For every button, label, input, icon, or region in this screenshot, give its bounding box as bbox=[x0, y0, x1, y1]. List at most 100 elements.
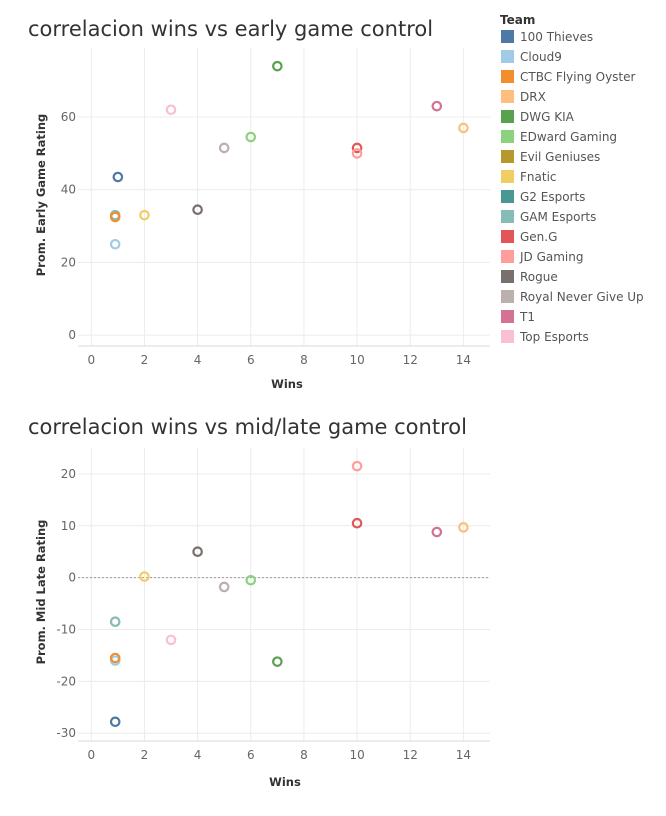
points-mid-late-game bbox=[109, 460, 469, 728]
data-point[interactable] bbox=[245, 574, 257, 586]
data-point[interactable] bbox=[351, 517, 363, 529]
legend-label: Top Esports bbox=[519, 330, 589, 344]
legend-swatch bbox=[501, 150, 514, 163]
legend-item[interactable]: Cloud9 bbox=[501, 50, 562, 64]
legend-swatch bbox=[501, 130, 514, 143]
legend-swatch bbox=[501, 330, 514, 343]
legend-label: Gen.G bbox=[520, 230, 557, 244]
legend-item[interactable]: CTBC Flying Oyster bbox=[501, 70, 636, 84]
legend: Team 100 Thieves Cloud9 CTBC Flying Oyster… bbox=[500, 13, 644, 344]
legend-label: DWG KIA bbox=[520, 110, 575, 124]
data-point[interactable] bbox=[109, 716, 121, 728]
legend-label: T1 bbox=[519, 310, 535, 324]
data-point[interactable] bbox=[351, 142, 363, 154]
legend-swatch bbox=[501, 110, 514, 123]
legend-label: G2 Esports bbox=[520, 190, 585, 204]
x-tick-label: 8 bbox=[300, 748, 308, 762]
legend-label: EDward Gaming bbox=[520, 130, 617, 144]
x-tick-label: 10 bbox=[349, 748, 364, 762]
data-point[interactable] bbox=[109, 652, 121, 664]
x-tick-label: 6 bbox=[247, 748, 255, 762]
legend-item[interactable]: Rogue bbox=[501, 270, 558, 284]
data-point[interactable] bbox=[431, 100, 443, 112]
legend-label: CTBC Flying Oyster bbox=[520, 70, 636, 84]
data-point[interactable] bbox=[109, 616, 121, 628]
data-point[interactable] bbox=[112, 171, 124, 183]
x-tick-label: 0 bbox=[87, 353, 95, 367]
legend-swatch bbox=[501, 190, 514, 203]
data-point[interactable] bbox=[351, 460, 363, 472]
y-tick-label: 40 bbox=[61, 183, 76, 197]
data-point[interactable] bbox=[458, 122, 469, 134]
legend-item[interactable]: DRX bbox=[501, 90, 546, 104]
legend-label: 100 Thieves bbox=[520, 30, 593, 44]
legend-item[interactable]: T1 bbox=[501, 310, 535, 324]
data-point[interactable] bbox=[272, 656, 283, 667]
legend-swatch bbox=[501, 70, 514, 83]
legend-label: Rogue bbox=[520, 270, 558, 284]
legend-swatch bbox=[501, 30, 514, 43]
legend-swatch bbox=[501, 50, 514, 63]
y-ticks-mid-late-game: -30 -20 -10 0 10 20 bbox=[56, 467, 76, 740]
y-tick-label: 10 bbox=[61, 519, 76, 533]
points-early-game bbox=[109, 60, 469, 250]
legend-item[interactable]: G2 Esports bbox=[501, 190, 585, 204]
data-point[interactable] bbox=[245, 131, 257, 143]
legend-item[interactable]: 100 Thieves bbox=[501, 30, 593, 44]
data-point[interactable] bbox=[218, 581, 230, 593]
legend-swatch bbox=[501, 250, 514, 263]
y-axis-title-early-game: Prom. Early Game Rating bbox=[34, 114, 48, 277]
legend-item[interactable]: Top Esports bbox=[501, 330, 589, 344]
x-tick-label: 8 bbox=[300, 353, 308, 367]
data-point[interactable] bbox=[109, 211, 121, 223]
grid-early-game bbox=[78, 48, 490, 347]
data-point[interactable] bbox=[109, 238, 121, 250]
chart-early-game: correlacion wins vs early game control 0… bbox=[28, 17, 490, 391]
legend-item[interactable]: Evil Geniuses bbox=[501, 150, 600, 164]
x-tick-label: 4 bbox=[194, 748, 202, 762]
x-axis-title-mid-late-game: Wins bbox=[269, 775, 301, 789]
legend-swatch bbox=[501, 210, 514, 223]
y-axis-title-mid-late-game: Prom. Mid Late Rating bbox=[34, 520, 48, 665]
data-point[interactable] bbox=[165, 634, 177, 646]
legend-item[interactable]: Royal Never Give Up bbox=[501, 290, 644, 304]
legend-label: Fnatic bbox=[520, 170, 557, 184]
x-tick-label: 0 bbox=[87, 748, 95, 762]
grid-mid-late-game bbox=[78, 448, 490, 742]
y-tick-label: 0 bbox=[68, 328, 76, 342]
legend-item[interactable]: DWG KIA bbox=[501, 110, 575, 124]
legend-items: 100 Thieves Cloud9 CTBC Flying Oyster DRX DW… bbox=[501, 30, 644, 344]
legend-title: Team bbox=[500, 13, 535, 27]
y-tick-label: -20 bbox=[56, 674, 76, 688]
data-point[interactable] bbox=[431, 526, 443, 538]
x-tick-label: 2 bbox=[141, 353, 149, 367]
legend-item[interactable]: JD Gaming bbox=[501, 250, 584, 264]
legend-item[interactable]: GAM Esports bbox=[501, 210, 596, 224]
legend-label: JD Gaming bbox=[519, 250, 584, 264]
legend-label: DRX bbox=[520, 90, 546, 104]
legend-item[interactable]: EDward Gaming bbox=[501, 130, 617, 144]
data-point[interactable] bbox=[139, 571, 150, 582]
x-tick-label: 6 bbox=[247, 353, 255, 367]
x-tick-label: 14 bbox=[456, 748, 471, 762]
data-point[interactable] bbox=[192, 546, 203, 558]
legend-swatch bbox=[501, 230, 514, 243]
data-point[interactable] bbox=[351, 148, 363, 159]
y-tick-label: 20 bbox=[61, 467, 76, 481]
data-point[interactable] bbox=[165, 104, 177, 116]
x-tick-label: 10 bbox=[349, 353, 364, 367]
x-tick-label: 14 bbox=[456, 353, 471, 367]
legend-item[interactable]: Gen.G bbox=[501, 230, 557, 244]
chart-title-mid-late-game: correlacion wins vs mid/late game contro… bbox=[28, 415, 467, 439]
data-point[interactable] bbox=[218, 142, 230, 154]
legend-label: GAM Esports bbox=[520, 210, 596, 224]
data-point[interactable] bbox=[139, 209, 150, 221]
data-point[interactable] bbox=[272, 60, 283, 72]
x-ticks-early-game: 0 2 4 6 8 10 12 14 bbox=[87, 353, 471, 367]
y-tick-label: -10 bbox=[56, 623, 76, 637]
legend-item[interactable]: Fnatic bbox=[501, 170, 557, 184]
data-point[interactable] bbox=[458, 522, 469, 533]
data-point[interactable] bbox=[192, 204, 203, 216]
legend-label: Royal Never Give Up bbox=[520, 290, 644, 304]
y-tick-label: 0 bbox=[68, 571, 76, 585]
